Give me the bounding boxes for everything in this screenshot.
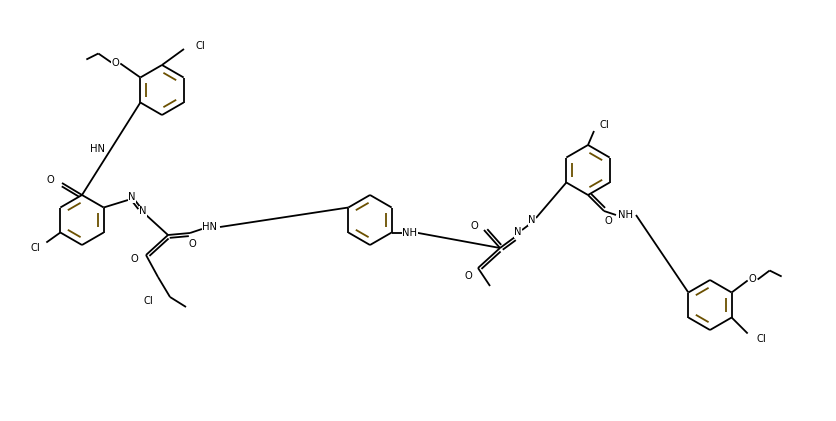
Text: O: O xyxy=(748,274,756,285)
Text: O: O xyxy=(188,239,196,249)
Text: O: O xyxy=(470,221,477,231)
Text: HN: HN xyxy=(89,144,104,154)
Text: Cl: Cl xyxy=(30,242,40,253)
Text: N: N xyxy=(128,192,135,202)
Text: Cl: Cl xyxy=(143,296,153,306)
Text: NH: NH xyxy=(618,210,633,220)
Text: O: O xyxy=(464,271,472,281)
Text: Cl: Cl xyxy=(599,120,608,130)
Text: O: O xyxy=(46,175,54,185)
Text: O: O xyxy=(130,254,138,264)
Text: Cl: Cl xyxy=(195,41,205,51)
Text: N: N xyxy=(513,227,521,237)
Text: Cl: Cl xyxy=(756,335,766,344)
Text: O: O xyxy=(111,58,119,67)
Text: N: N xyxy=(139,206,146,216)
Text: O: O xyxy=(604,216,611,226)
Text: N: N xyxy=(528,215,535,225)
Text: HN: HN xyxy=(202,222,217,232)
Text: NH: NH xyxy=(401,227,416,237)
